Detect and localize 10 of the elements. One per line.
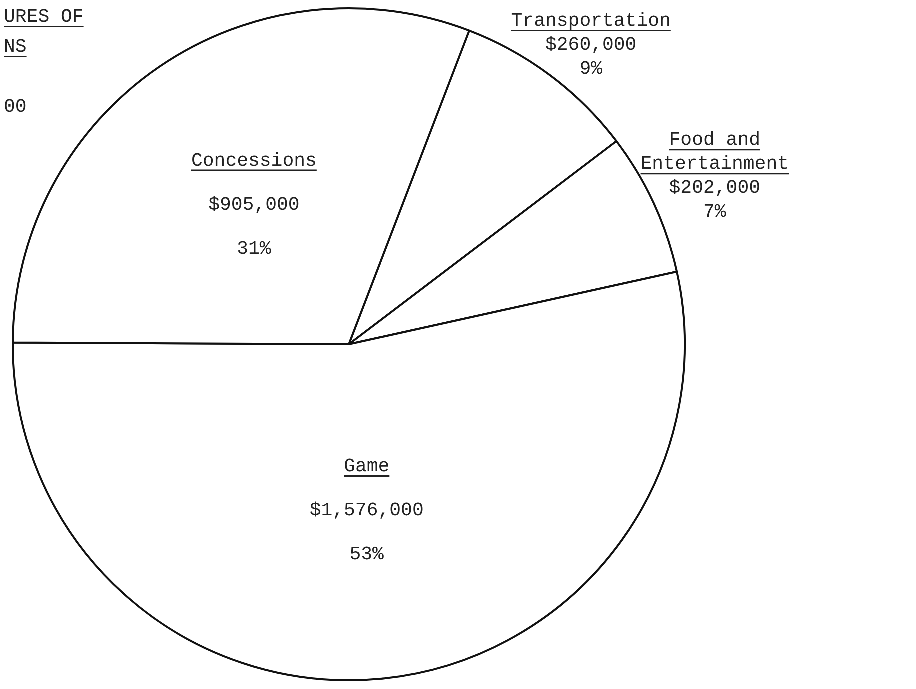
text: URES OF NS [4, 6, 84, 58]
slice-label: Food and Entertainment [640, 129, 790, 176]
data-label: $202,000 7% [669, 177, 761, 224]
slice-label: Game [344, 456, 390, 478]
data-label: $1,576,000 53% [310, 500, 424, 566]
text: 00 [4, 96, 27, 118]
data-label: $905,000 31% [208, 194, 300, 260]
slice-label: Concessions [191, 150, 317, 172]
slice-label: Transportation [511, 10, 671, 32]
data-label: $260,000 9% [545, 34, 637, 80]
